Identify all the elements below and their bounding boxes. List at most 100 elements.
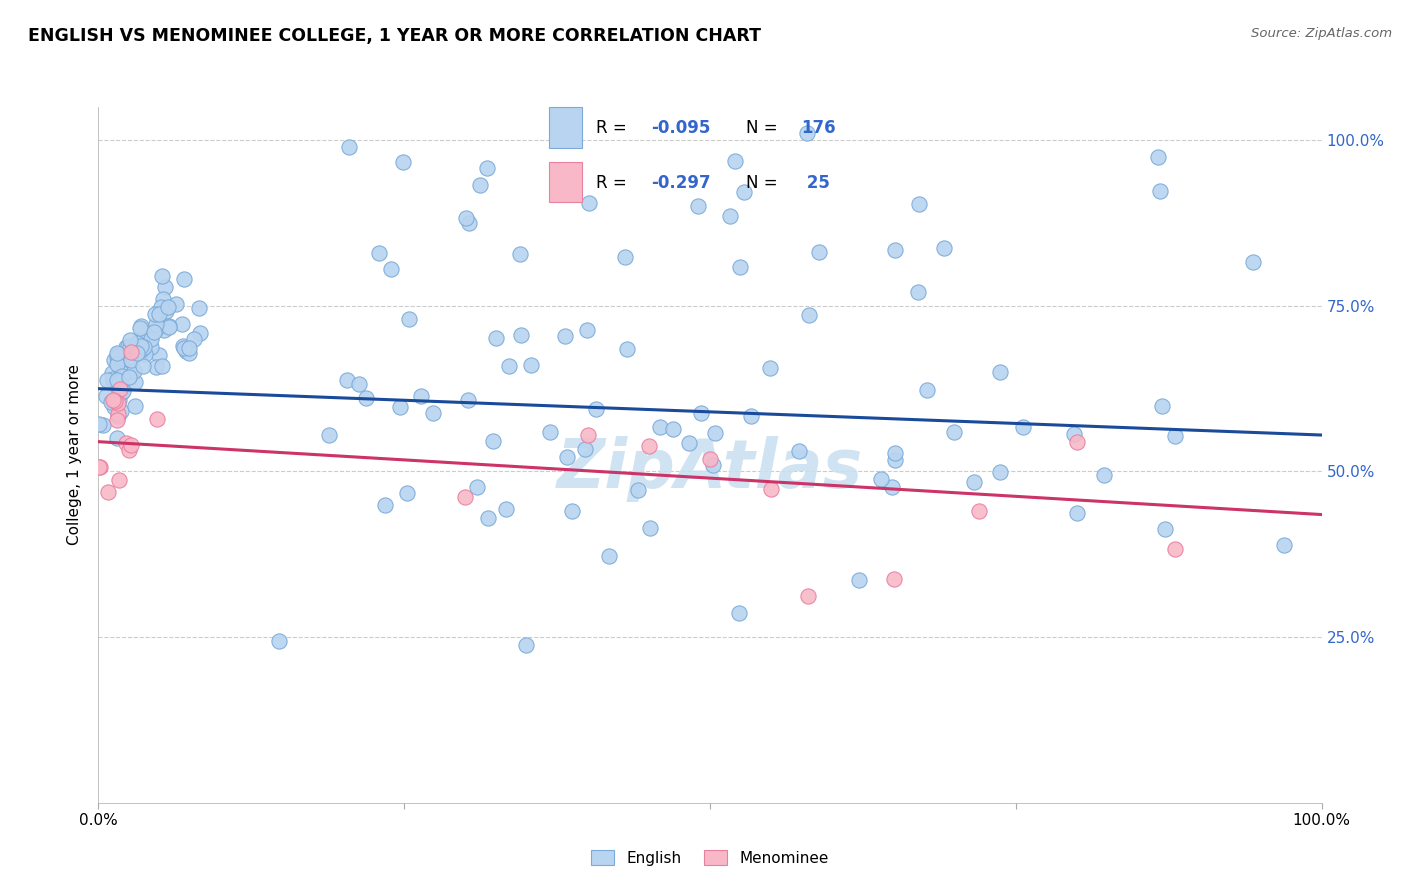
Point: [616, 343, 638, 357]
Point: [678, 436, 700, 450]
Point: [848, 573, 870, 587]
Point: [112, 357, 135, 371]
Point: [117, 339, 139, 353]
Point: [797, 589, 820, 603]
Point: [578, 196, 600, 211]
Point: [118, 340, 141, 354]
Point: [103, 401, 125, 415]
Point: [638, 521, 661, 535]
Point: [1272, 538, 1295, 552]
Point: [124, 341, 146, 355]
Point: [396, 485, 419, 500]
Point: [155, 304, 177, 318]
Point: [105, 350, 128, 364]
Point: [614, 250, 637, 264]
Point: [422, 406, 444, 420]
Point: [145, 360, 167, 375]
Point: [718, 209, 741, 223]
Point: [141, 340, 163, 354]
Point: [368, 246, 391, 260]
Point: [495, 502, 517, 516]
Point: [89, 417, 111, 431]
Point: [475, 161, 498, 175]
Point: [963, 475, 986, 489]
Point: [520, 358, 543, 372]
Point: [555, 450, 578, 465]
Point: [149, 300, 172, 314]
Point: [1011, 420, 1033, 434]
Point: [103, 372, 125, 386]
Point: [509, 247, 531, 261]
Point: [121, 350, 143, 364]
Point: [94, 389, 117, 403]
Point: [477, 511, 499, 525]
Point: [101, 374, 124, 388]
Text: 176: 176: [801, 120, 835, 137]
Point: [173, 341, 195, 355]
Point: [702, 458, 724, 473]
Point: [799, 308, 821, 322]
Point: [146, 411, 169, 425]
Point: [121, 343, 143, 358]
Point: [141, 332, 163, 346]
Point: [125, 335, 148, 350]
Point: [112, 384, 135, 398]
Point: [105, 373, 128, 387]
Point: [188, 326, 211, 341]
Point: [908, 197, 931, 211]
Point: [111, 367, 134, 381]
Point: [148, 348, 170, 362]
Point: [118, 363, 141, 377]
Legend: English, Menominee: English, Menominee: [585, 844, 835, 871]
Point: [122, 364, 145, 378]
Point: [131, 319, 153, 334]
Point: [120, 352, 142, 367]
Point: [1150, 399, 1173, 413]
Point: [703, 425, 725, 440]
Point: [349, 376, 371, 391]
Point: [120, 345, 142, 359]
Point: [121, 344, 143, 359]
Point: [392, 155, 415, 169]
Point: [1164, 542, 1187, 557]
Point: [576, 427, 599, 442]
Point: [988, 365, 1011, 379]
Text: 25: 25: [801, 174, 830, 192]
Point: [1066, 506, 1088, 520]
Point: [576, 323, 599, 337]
Point: [457, 393, 479, 408]
Point: [108, 474, 131, 488]
Point: [118, 334, 141, 348]
Point: [1241, 255, 1264, 269]
Point: [943, 425, 966, 439]
FancyBboxPatch shape: [548, 107, 582, 148]
Point: [120, 353, 142, 368]
Text: ZipAtlas: ZipAtlas: [557, 436, 863, 502]
Text: N =: N =: [747, 120, 783, 137]
Point: [1063, 426, 1085, 441]
Point: [118, 370, 141, 384]
Point: [134, 347, 156, 361]
Point: [108, 376, 131, 390]
Point: [131, 345, 153, 359]
Point: [125, 346, 148, 360]
Point: [142, 325, 165, 339]
Point: [988, 465, 1011, 479]
Point: [1153, 522, 1175, 536]
Point: [627, 483, 650, 498]
Point: [108, 374, 131, 388]
Point: [153, 323, 176, 337]
Point: [1066, 435, 1088, 450]
Point: [727, 606, 749, 620]
Point: [388, 400, 411, 414]
Point: [148, 307, 170, 321]
Point: [1147, 150, 1170, 164]
Point: [662, 422, 685, 436]
Point: [761, 483, 783, 497]
Point: [808, 245, 831, 260]
Point: [115, 364, 138, 378]
Point: [101, 392, 124, 407]
Point: [538, 425, 561, 439]
Point: [884, 453, 907, 467]
Point: [129, 339, 152, 353]
